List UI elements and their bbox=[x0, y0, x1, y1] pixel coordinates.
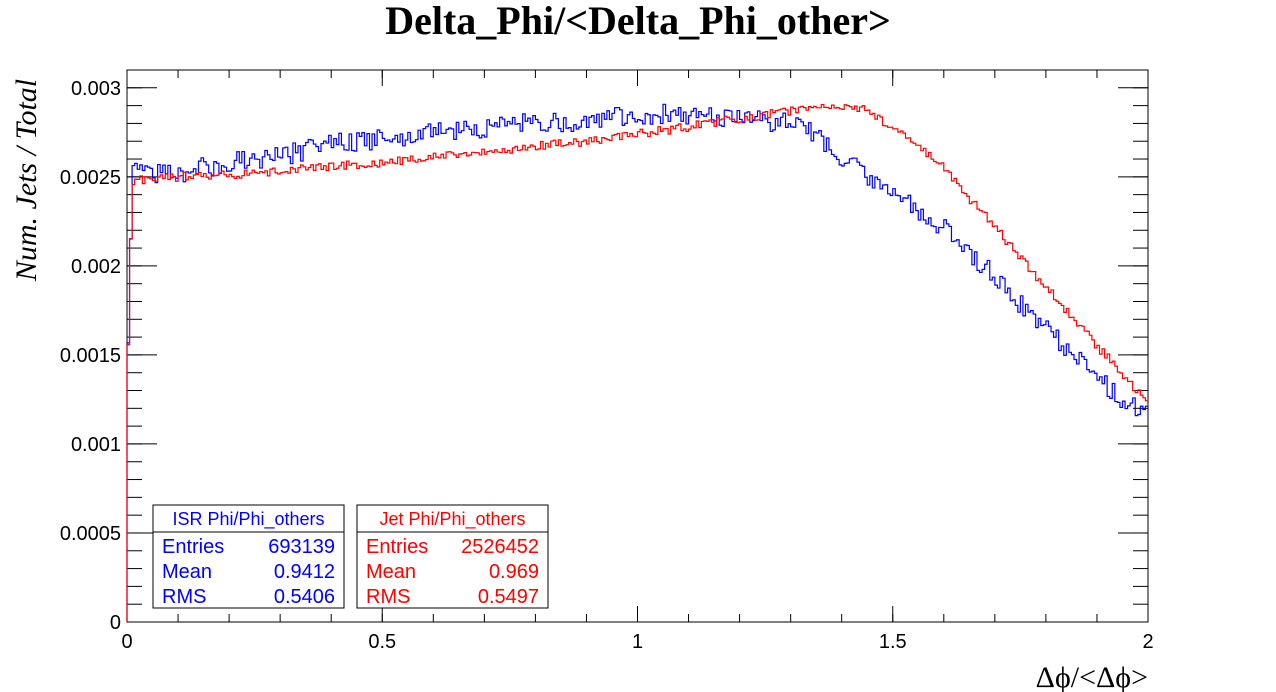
stats-label-rms: RMS bbox=[162, 586, 206, 608]
x-tick-label: 0.5 bbox=[368, 631, 396, 653]
x-tick-label: 0 bbox=[121, 631, 132, 653]
stats-label-mean: Mean bbox=[162, 561, 212, 583]
stats-value-mean: 0.969 bbox=[489, 561, 539, 583]
y-tick-label: 0.0015 bbox=[60, 345, 121, 367]
chart-title: Delta_Phi/<Delta_Phi_other> bbox=[385, 0, 891, 43]
stats-label-mean: Mean bbox=[366, 561, 416, 583]
stats-value-rms: 0.5497 bbox=[478, 586, 539, 608]
stats-value-rms: 0.5406 bbox=[274, 586, 335, 608]
x-axis-title: Δϕ/<Δϕ> bbox=[1036, 661, 1148, 692]
y-axis-title: Num. Jets / Total bbox=[10, 79, 43, 282]
x-tick-label: 1.5 bbox=[879, 631, 907, 653]
y-tick-label: 0 bbox=[110, 612, 121, 634]
stats-box-jet bbox=[356, 504, 549, 609]
stats-label-entries: Entries bbox=[162, 536, 224, 558]
stats-box-isr bbox=[152, 504, 345, 609]
stats-value-entries: 2526452 bbox=[461, 536, 539, 558]
y-tick-label: 0.003 bbox=[71, 78, 121, 100]
series-line-jet bbox=[126, 103, 1148, 622]
x-tick-label: 2 bbox=[1142, 631, 1153, 653]
stats-title-jet: Jet Phi/Phi_others bbox=[379, 509, 525, 530]
y-tick-label: 0.002 bbox=[71, 256, 121, 278]
y-tick-label: 0.0005 bbox=[60, 523, 121, 545]
stats-title-isr: ISR Phi/Phi_others bbox=[172, 509, 324, 530]
y-tick-label: 0.0025 bbox=[60, 167, 121, 189]
stats-value-entries: 693139 bbox=[268, 536, 335, 558]
x-tick-label: 1 bbox=[632, 631, 643, 653]
stats-label-rms: RMS bbox=[366, 586, 410, 608]
stats-label-entries: Entries bbox=[366, 536, 428, 558]
stats-value-mean: 0.9412 bbox=[274, 561, 335, 583]
stats-boxes: ISR Phi/Phi_others Entries 693139 Mean 0.941… bbox=[152, 504, 549, 609]
series-line-isr bbox=[126, 103, 1148, 622]
y-tick-label: 0.001 bbox=[71, 434, 121, 456]
series-group bbox=[126, 103, 1148, 622]
axis-ticks: 0 0.5 1 1.5 2 0 0.0005 0.001 0.0015 0.002 0.0025 0.… bbox=[60, 69, 1154, 653]
